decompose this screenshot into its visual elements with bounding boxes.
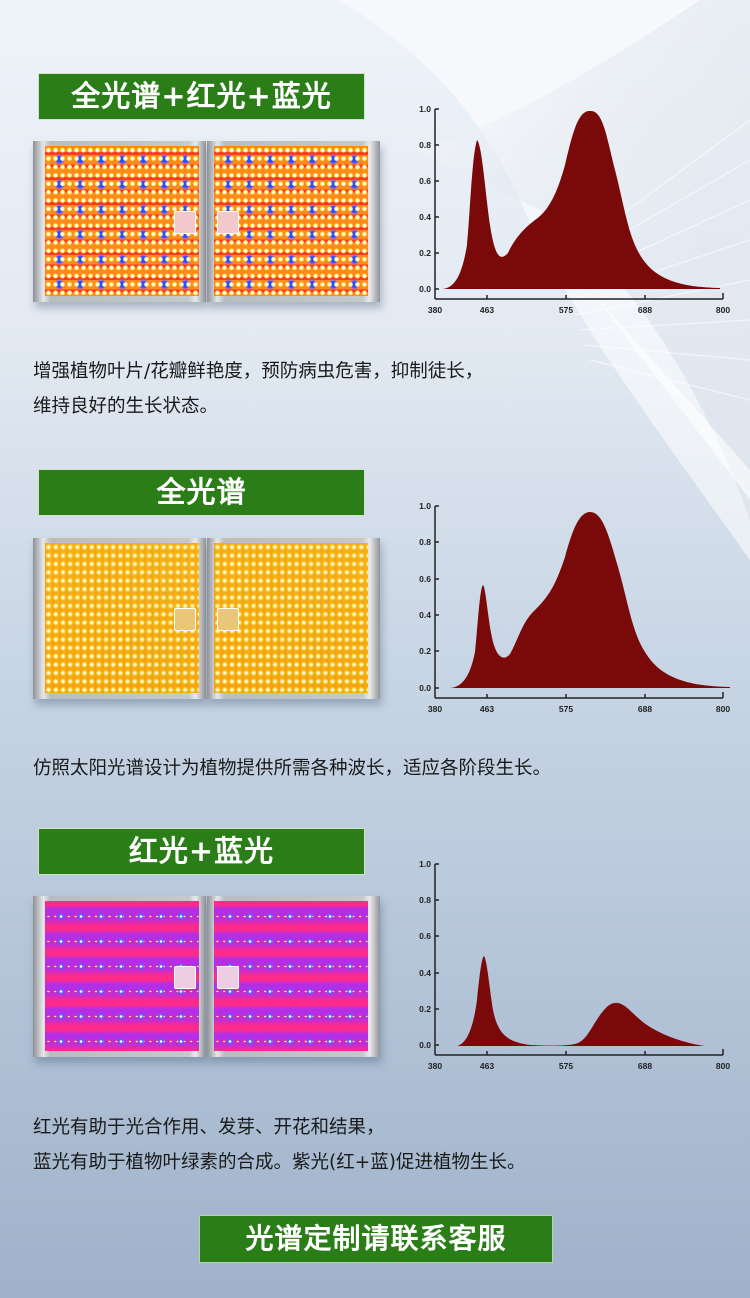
svg-text:575: 575 [559,1061,573,1071]
svg-text:0.4: 0.4 [419,212,431,222]
description-line: 红光有助于光合作用、发芽、开花和结果， [33,1117,385,1138]
driver-box [217,211,239,234]
led-board-left [33,538,206,699]
svg-text:575: 575 [559,704,573,714]
svg-text:0.2: 0.2 [419,248,431,258]
led-grid [45,543,199,693]
led-board-right [207,141,380,302]
spectrum-chart-1: 1.0 0.8 0.6 0.4 0.2 0.0 380 463 575 688 800 [400,95,750,325]
svg-text:800: 800 [716,1061,730,1071]
spectrum-area [442,110,720,289]
spectrum-area [457,956,705,1046]
svg-text:575: 575 [559,305,573,315]
led-board-left [33,141,206,302]
led-panel-full-spectrum-red-blue [33,141,380,302]
svg-text:688: 688 [638,305,652,315]
svg-text:1.0: 1.0 [419,859,431,869]
svg-text:0.0: 0.0 [419,284,431,294]
svg-text:380: 380 [428,305,442,315]
svg-text:0.8: 0.8 [419,537,431,547]
led-panel-red-blue [33,896,380,1057]
svg-text:800: 800 [716,704,730,714]
led-board-left [33,896,206,1057]
svg-text:688: 688 [638,1061,652,1071]
led-grid [45,146,199,296]
svg-text:463: 463 [480,704,494,714]
spectrum-chart-3: 1.0 0.8 0.6 0.4 0.2 0.0 380 463 575 688 800 [400,850,750,1080]
contact-customer-service-button[interactable]: 光谱定制请联系客服 [199,1215,553,1263]
section-2-description: 仿照太阳光谱设计为植物提供所需各种波长，适应各阶段生长。 [33,751,551,786]
svg-text:0.0: 0.0 [419,1040,431,1050]
driver-box [217,966,239,989]
svg-text:0.6: 0.6 [419,176,431,186]
description-line: 维持良好的生长状态。 [33,396,219,417]
spectrum-area [450,512,730,688]
svg-text:0.2: 0.2 [419,1004,431,1014]
section-3-description: 红光有助于光合作用、发芽、开花和结果， 蓝光有助于植物叶绿素的合成。紫光(红+蓝… [33,1110,525,1180]
svg-text:463: 463 [480,305,494,315]
svg-text:0.6: 0.6 [419,574,431,584]
driver-box [174,608,196,631]
led-panel-full-spectrum [33,538,380,699]
section-2-title-banner: 全光谱 [38,469,365,516]
svg-text:1.0: 1.0 [419,501,431,511]
svg-text:0.0: 0.0 [419,683,431,693]
svg-text:463: 463 [480,1061,494,1071]
section-3-title-banner: 红光+蓝光 [38,828,365,875]
section-1-description: 增强植物叶片/花瓣鲜艳度，预防病虫危害，抑制徒长， 维持良好的生长状态。 [33,354,483,424]
svg-text:688: 688 [638,704,652,714]
svg-text:0.8: 0.8 [419,895,431,905]
svg-text:0.6: 0.6 [419,931,431,941]
svg-text:380: 380 [428,704,442,714]
driver-box [174,966,196,989]
description-line: 蓝光有助于植物叶绿素的合成。紫光(红+蓝)促进植物生长。 [33,1152,526,1173]
led-grid [214,901,368,1051]
svg-text:380: 380 [428,1061,442,1071]
led-grid [214,543,368,693]
svg-text:0.4: 0.4 [419,610,431,620]
led-board-right [207,896,380,1057]
svg-text:1.0: 1.0 [419,104,431,114]
driver-box [217,608,239,631]
spectrum-chart-2: 1.0 0.8 0.6 0.4 0.2 0.0 380 463 575 688 800 [400,492,750,722]
led-grid [214,146,368,296]
driver-box [174,211,196,234]
description-line: 仿照太阳光谱设计为植物提供所需各种波长，适应各阶段生长。 [33,758,552,779]
section-1-title-banner: 全光谱+红光+蓝光 [38,73,365,120]
description-line: 增强植物叶片/花瓣鲜艳度，预防病虫危害，抑制徒长， [33,361,484,382]
svg-text:800: 800 [716,305,730,315]
svg-text:0.8: 0.8 [419,140,431,150]
led-board-right [207,538,380,699]
svg-text:0.2: 0.2 [419,646,431,656]
svg-text:0.4: 0.4 [419,968,431,978]
led-grid [45,901,199,1051]
